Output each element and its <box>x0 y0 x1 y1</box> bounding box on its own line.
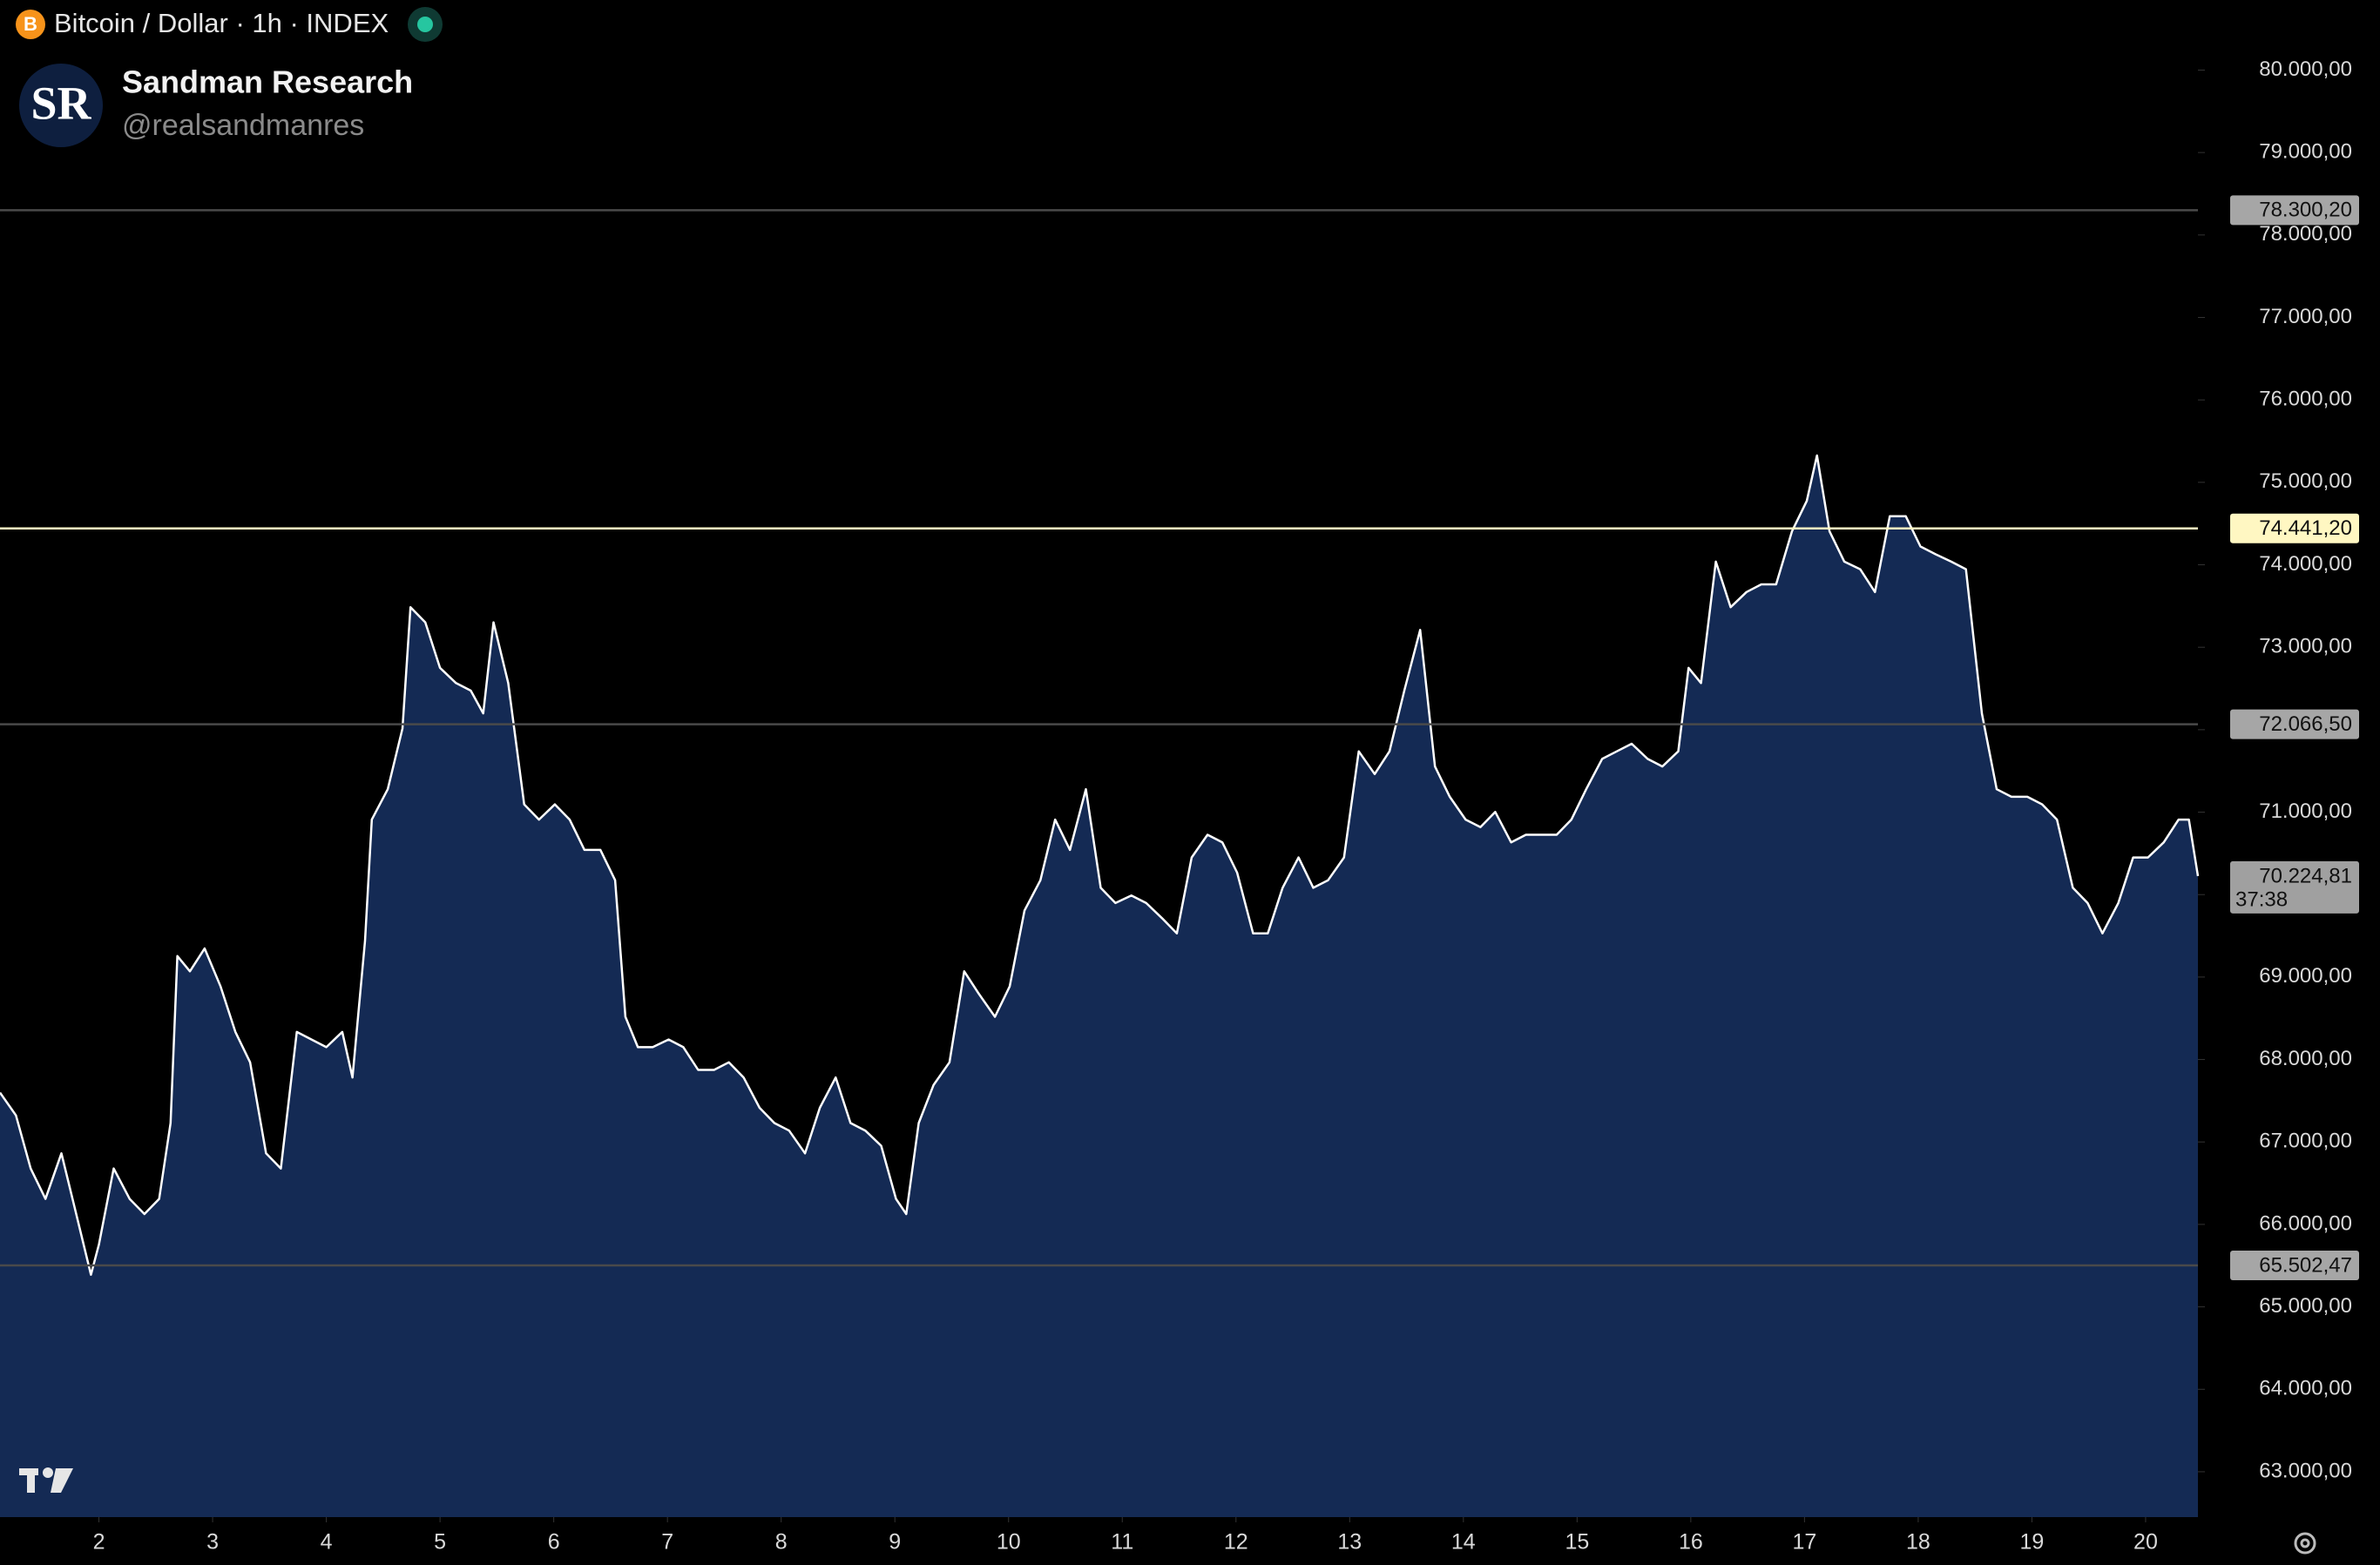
y-tick-label: 77.000,00 <box>2259 305 2352 328</box>
last-price-countdown: 37:38 <box>2235 887 2288 911</box>
y-tick-label: 66.000,00 <box>2259 1211 2352 1235</box>
y-tick-label: 63.000,00 <box>2259 1459 2352 1482</box>
y-tick-label: 71.000,00 <box>2259 799 2352 823</box>
y-tick-label: 69.000,00 <box>2259 964 2352 988</box>
level-label: 74.441,20 <box>2259 516 2352 540</box>
bitcoin-symbol: B <box>24 13 37 35</box>
x-tick-label: 16 <box>1679 1530 1703 1555</box>
author-handle: @realsandmanres <box>122 109 364 142</box>
price-scale <box>2198 0 2380 1565</box>
level-label-box <box>2230 1251 2359 1281</box>
x-tick-label: 3 <box>206 1530 219 1555</box>
x-tick-label: 2 <box>93 1530 105 1555</box>
settings-icon-center[interactable] <box>2300 1538 2310 1548</box>
level-label-box <box>2230 195 2359 226</box>
bitcoin-icon <box>16 10 45 39</box>
x-tick-label: 4 <box>321 1530 333 1555</box>
y-tick-label: 64.000,00 <box>2259 1377 2352 1400</box>
y-tick-label: 73.000,00 <box>2259 635 2352 658</box>
y-tick-label: 75.000,00 <box>2259 469 2352 493</box>
y-tick-label: 65.000,00 <box>2259 1294 2352 1318</box>
y-tick-label: 79.000,00 <box>2259 139 2352 163</box>
author-logo <box>19 64 103 147</box>
last-price-box <box>2230 860 2359 914</box>
status-dot <box>417 17 433 32</box>
y-tick-label: 76.000,00 <box>2259 388 2352 411</box>
area-fill <box>0 455 2198 1517</box>
y-tick-label: 68.000,00 <box>2259 1047 2352 1070</box>
tradingview-logo <box>19 1467 73 1493</box>
x-tick-label: 20 <box>2133 1530 2158 1555</box>
x-tick-label: 7 <box>661 1530 673 1555</box>
x-tick-label: 14 <box>1451 1530 1476 1555</box>
x-tick-label: 11 <box>1111 1530 1133 1555</box>
x-tick-label: 9 <box>889 1530 901 1555</box>
y-tick-label: 67.000,00 <box>2259 1130 2352 1153</box>
overlay: B Bitcoin / Dollar · 1h · INDEX SR Sandm… <box>16 7 2316 1555</box>
level-label-box <box>2230 513 2359 543</box>
last-price-label: 70.224,81 <box>2259 864 2352 887</box>
level-label: 72.066,50 <box>2259 712 2352 736</box>
level-label: 65.502,47 <box>2259 1253 2352 1277</box>
level-label: 78.300,20 <box>2259 199 2352 222</box>
y-tick-label: 80.000,00 <box>2259 57 2352 81</box>
author-logo-text: SR <box>30 77 91 129</box>
x-tick-label: 18 <box>1906 1530 1930 1555</box>
x-tick-label: 13 <box>1337 1530 1362 1555</box>
price-line <box>0 454 2200 1276</box>
x-tick-label: 15 <box>1565 1530 1589 1555</box>
x-tick-label: 5 <box>434 1530 446 1555</box>
settings-icon[interactable] <box>2294 1532 2316 1555</box>
x-tick-label: 8 <box>775 1530 788 1555</box>
x-tick-label: 6 <box>548 1530 560 1555</box>
y-tick-label: 74.000,00 <box>2259 552 2352 576</box>
x-tick-label: 19 <box>2020 1530 2045 1555</box>
author-name: Sandman Research <box>122 64 413 100</box>
chart-title: Bitcoin / Dollar · 1h · INDEX <box>54 8 389 38</box>
level-label-box <box>2230 709 2359 739</box>
y-tick-label: 78.000,00 <box>2259 222 2352 246</box>
x-tick-label: 10 <box>997 1530 1021 1555</box>
x-tick-label: 12 <box>1224 1530 1248 1555</box>
x-tick-label: 17 <box>1792 1530 1816 1555</box>
